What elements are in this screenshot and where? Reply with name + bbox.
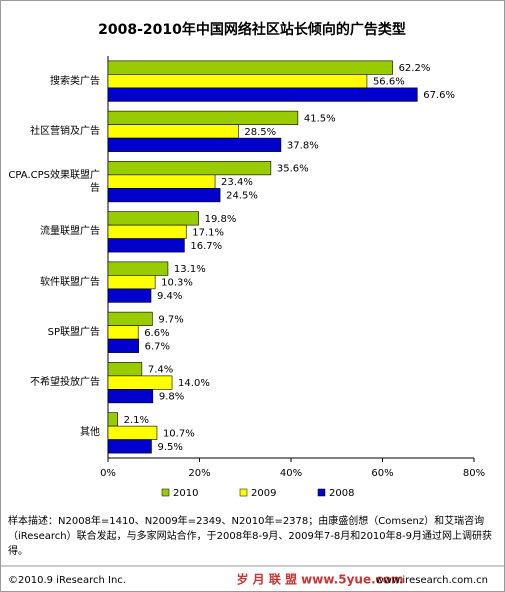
value-label: 9.4% <box>157 291 182 302</box>
x-tick-label: 20% <box>188 468 210 479</box>
bar <box>107 362 143 377</box>
category-label-text: CPA.CPS效果联盟广告 <box>8 169 100 194</box>
bar <box>107 124 239 139</box>
value-label: 10.3% <box>161 278 193 289</box>
copyright: ©2010.9 iResearch Inc. <box>8 575 126 586</box>
category-label: 社区营销及广告 <box>30 125 100 137</box>
legend-label: 2010 <box>173 488 198 499</box>
bar <box>107 425 158 440</box>
bar <box>107 311 153 326</box>
bar <box>107 224 187 239</box>
bar <box>107 110 299 125</box>
value-label: 6.7% <box>145 341 170 352</box>
legend-swatch <box>317 488 326 497</box>
bar <box>107 389 154 404</box>
value-label: 14.0% <box>178 378 210 389</box>
bar <box>107 375 173 390</box>
category-label: 其他 <box>80 427 100 439</box>
bar <box>107 439 152 454</box>
value-label: 9.8% <box>159 392 184 403</box>
category-label-text: SP联盟广告 <box>47 326 100 338</box>
legend-label: 2008 <box>329 488 354 499</box>
bar <box>107 188 221 203</box>
category-label: 流量联盟广告 <box>40 226 100 238</box>
value-label: 6.6% <box>144 328 169 339</box>
value-label: 23.4% <box>221 177 253 188</box>
bar <box>107 87 418 102</box>
category-label-text: 软件联盟广告 <box>40 276 100 288</box>
x-tick-label: 80% <box>463 468 485 479</box>
value-label: 62.2% <box>399 63 431 74</box>
bar <box>107 74 368 89</box>
value-label: 16.7% <box>190 241 222 252</box>
value-label: 35.6% <box>277 164 309 175</box>
legend-swatch <box>161 488 170 497</box>
value-label: 67.6% <box>423 90 455 101</box>
value-label: 10.7% <box>163 428 195 439</box>
legend-label: 2009 <box>251 488 276 499</box>
value-label: 19.8% <box>205 214 237 225</box>
value-label: 28.5% <box>244 127 276 138</box>
bar <box>107 261 169 276</box>
bar <box>107 174 216 189</box>
category-label-text: 其他 <box>80 427 100 439</box>
value-label: 56.6% <box>373 77 405 88</box>
bar <box>107 338 139 353</box>
value-label: 9.7% <box>158 314 183 325</box>
x-tick-label: 40% <box>280 468 302 479</box>
value-label: 9.5% <box>157 442 182 453</box>
watermark: 岁 月 联 盟 www.5yue.com <box>236 572 403 587</box>
bar <box>107 238 185 253</box>
value-label: 37.8% <box>287 140 319 151</box>
category-label-text: 社区营销及广告 <box>30 125 100 137</box>
note: 样本描述：N2008年=1410、N2009年=2349、N2010年=2378… <box>8 516 492 557</box>
category-label: SP联盟广告 <box>47 326 100 338</box>
category-label-text: 搜索类广告 <box>50 75 100 87</box>
x-tick-label: 0% <box>100 468 116 479</box>
category-label: 不希望投放广告 <box>30 377 100 388</box>
value-label: 2.1% <box>124 415 149 426</box>
category-label-text: 流量联盟广告 <box>40 226 100 238</box>
bar <box>107 275 156 290</box>
website: www.iresearch.com.cn <box>376 575 488 586</box>
legend-swatch <box>239 488 248 497</box>
bar <box>107 325 139 340</box>
value-label: 7.4% <box>148 365 173 376</box>
value-label: 13.1% <box>174 264 206 275</box>
value-label: 41.5% <box>304 113 336 124</box>
category-label: 软件联盟广告 <box>40 276 100 288</box>
bar <box>107 211 199 226</box>
bar <box>107 288 152 303</box>
category-label: CPA.CPS效果联盟广告 <box>8 169 100 194</box>
bar <box>107 412 118 427</box>
value-label: 17.1% <box>192 227 224 238</box>
category-label: 搜索类广告 <box>50 75 100 87</box>
x-tick-label: 60% <box>371 468 393 479</box>
category-label-text: 不希望投放广告 <box>30 377 100 388</box>
bar <box>107 137 282 152</box>
chart-title: 2008-2010年中国网络社区站长倾向的广告类型 <box>98 21 406 38</box>
value-label: 24.5% <box>226 191 258 202</box>
bar <box>107 161 272 176</box>
bar <box>107 60 393 75</box>
